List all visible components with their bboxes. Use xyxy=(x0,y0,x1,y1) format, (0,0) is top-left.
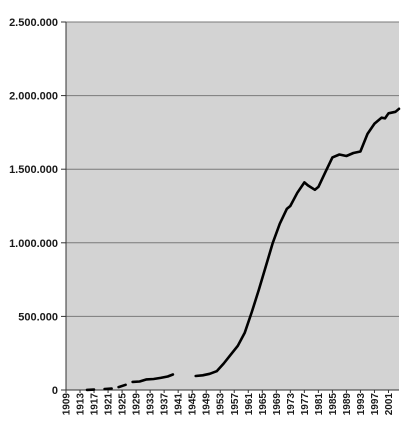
y-tick-label: 1.000.000 xyxy=(9,238,58,250)
series-line-segment xyxy=(117,383,127,389)
x-tick-label: 1961 xyxy=(244,393,255,416)
series xyxy=(85,107,401,392)
x-tick-label: 1965 xyxy=(258,393,269,416)
gridlines xyxy=(66,21,399,317)
x-tick-label: 1909 xyxy=(62,393,73,416)
x-tick-label: 1973 xyxy=(286,393,297,416)
x-tick-label: 1981 xyxy=(314,393,325,416)
x-tick-label: 1937 xyxy=(160,393,171,416)
plot-area xyxy=(66,22,399,390)
series-line-segment xyxy=(194,107,401,378)
series-line-segment xyxy=(103,387,113,391)
x-tick-label: 1913 xyxy=(76,393,87,416)
axes xyxy=(65,22,399,391)
x-tick-label: 1933 xyxy=(146,393,157,416)
x-tick-label: 1993 xyxy=(356,393,367,416)
series-line-segment xyxy=(131,373,175,384)
x-tick-label: 1997 xyxy=(370,393,381,416)
x-tick-label: 1941 xyxy=(174,393,185,416)
x-tick-label: 1921 xyxy=(104,393,115,416)
x-tick-label: 1957 xyxy=(230,393,241,416)
x-axis-ticks: 1909 1913 1917 1921 1925 1929 1933 1937 1941 1945… xyxy=(62,390,395,415)
y-axis-ticks: 0 500.000 1.000.000 1.500.000 2.000.000 2.500… xyxy=(9,17,66,397)
y-tick-label: 0 xyxy=(52,385,58,397)
x-tick-label: 1969 xyxy=(272,393,283,416)
x-tick-label: 1929 xyxy=(132,393,143,416)
x-tick-label: 2001 xyxy=(384,393,395,416)
x-tick-label: 1925 xyxy=(118,393,129,416)
y-tick-label: 1.500.000 xyxy=(9,164,58,176)
x-tick-label: 1953 xyxy=(216,393,227,416)
x-tick-label: 1977 xyxy=(300,393,311,416)
x-tick-label: 1989 xyxy=(342,393,353,416)
y-tick-label: 2.500.000 xyxy=(9,17,58,29)
x-tick-label: 1949 xyxy=(202,393,213,416)
y-tick-label: 2.000.000 xyxy=(9,91,58,103)
x-tick-label: 1985 xyxy=(328,393,339,416)
x-tick-label: 1945 xyxy=(188,393,199,416)
y-tick-label: 500.000 xyxy=(18,311,58,323)
x-tick-label: 1917 xyxy=(90,393,101,416)
